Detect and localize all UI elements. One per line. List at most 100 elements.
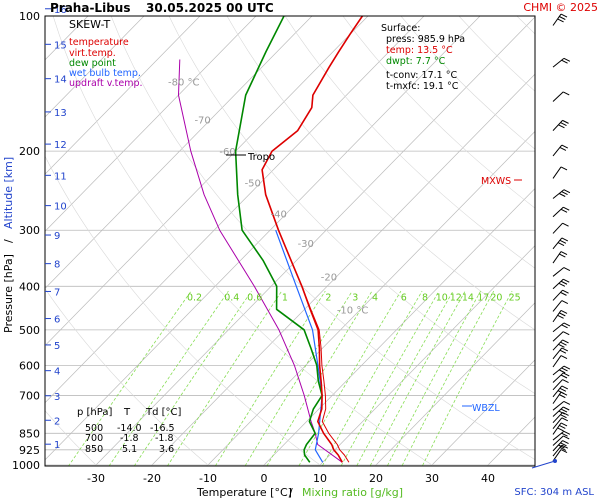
wind-barb bbox=[552, 166, 568, 179]
wind-barb bbox=[552, 222, 569, 234]
mixing-ratio-label: 0.4 bbox=[224, 292, 239, 303]
wind-barb-flag bbox=[561, 300, 569, 305]
wind-barb-flag bbox=[563, 435, 570, 440]
wind-barb bbox=[552, 322, 571, 333]
wind-barb-flag bbox=[558, 124, 565, 129]
wind-barb-flag bbox=[561, 385, 569, 390]
dry-adiabat-line bbox=[45, 288, 210, 466]
isotherm-line bbox=[94, 16, 535, 466]
surface-info: Surface: press: 985.9 hPa temp: 13.5 °C … bbox=[381, 23, 465, 92]
isotherm-line bbox=[430, 359, 535, 466]
surface-t-mxfc: t-mxfc: 19.1 °C bbox=[386, 81, 459, 92]
wind-barb-staff bbox=[552, 339, 563, 351]
mixing-ratio-line bbox=[401, 290, 495, 466]
wind-barb-staff bbox=[552, 417, 563, 429]
altitude-tick-label: 7 bbox=[54, 287, 60, 298]
table-cell: 5.1 bbox=[122, 444, 137, 455]
altitude-tick-label: 3 bbox=[54, 392, 60, 403]
isotherm-label: -70 bbox=[194, 115, 210, 126]
mixing-ratio-label: 12 bbox=[450, 292, 462, 303]
wind-barb-flag bbox=[559, 447, 567, 451]
isotherm-line bbox=[206, 130, 535, 466]
isotherm-line bbox=[45, 16, 257, 232]
wind-barb-flag bbox=[560, 355, 568, 359]
surface-temp: temp: 13.5 °C bbox=[386, 45, 453, 56]
mixing-ratio-line bbox=[266, 290, 373, 466]
wind-barb-flag bbox=[560, 408, 568, 413]
altitude-tick-label: 12 bbox=[54, 140, 67, 151]
mixing-ratio-line bbox=[244, 290, 353, 466]
x-axis-title-mixing: Mixing ratio [g/kg] bbox=[302, 486, 403, 499]
wind-barb-flag bbox=[563, 267, 571, 271]
wind-barb-staff bbox=[552, 310, 562, 323]
mixing-ratio-line bbox=[298, 290, 402, 466]
wind-barb-staff bbox=[552, 144, 563, 157]
wind-barb bbox=[552, 372, 570, 383]
wind-barb-flag bbox=[563, 331, 570, 336]
altitude-tick-label: 8 bbox=[54, 260, 60, 271]
mixing-ratio-label: 17 bbox=[477, 292, 489, 303]
wind-barb bbox=[552, 444, 569, 457]
y-axis-title-pressure: Pressure [hPa] bbox=[2, 254, 15, 333]
wind-barb-staff bbox=[552, 278, 564, 290]
wind-barb-flag bbox=[559, 349, 567, 354]
wind-barb-staff bbox=[552, 400, 565, 411]
wind-barb-staff bbox=[552, 237, 563, 250]
wind-barb-flag bbox=[563, 91, 570, 96]
wind-barb bbox=[552, 237, 569, 250]
wind-barb-flag bbox=[558, 444, 565, 449]
y-axis-title-altitude: Altitude [km] bbox=[2, 157, 15, 229]
pressure-tick-label: 100 bbox=[19, 10, 40, 23]
wind-barb bbox=[552, 435, 570, 446]
table-cell: 850 bbox=[85, 444, 103, 455]
station-title: Praha-Libus bbox=[50, 1, 130, 15]
mixing-ratio-label: 20 bbox=[490, 292, 502, 303]
mixing-ratio-line bbox=[340, 290, 440, 466]
wind-barb bbox=[552, 331, 570, 342]
mixing-ratio-label: 14 bbox=[462, 292, 474, 303]
wind-barb-staff bbox=[552, 166, 562, 179]
pressure-tick-label: 500 bbox=[19, 324, 40, 337]
x-axis-title-temperature: Temperature [°C] bbox=[196, 486, 292, 499]
sfc-label: SFC: 304 m ASL bbox=[514, 487, 594, 498]
wind-barb-staff bbox=[552, 391, 562, 404]
wind-barb bbox=[552, 278, 570, 290]
isotherm-line bbox=[45, 16, 481, 461]
legend-item-updraft: updraft v.temp. bbox=[69, 78, 143, 89]
isotherm-label: -40 bbox=[271, 209, 287, 220]
wind-barb bbox=[552, 430, 571, 441]
wind-barb bbox=[552, 144, 569, 157]
dewpoint-series-line bbox=[234, 16, 323, 463]
altitude-tick-label: 13 bbox=[54, 108, 67, 119]
mixing-ratio-label: 0.2 bbox=[187, 292, 202, 303]
wind-barb-flag bbox=[558, 282, 566, 287]
wind-barb bbox=[552, 440, 569, 452]
wind-barb-flag bbox=[561, 417, 569, 422]
mixing-ratio-label: 6 bbox=[401, 292, 407, 303]
wind-barb-flag bbox=[560, 414, 567, 419]
wind-barb-flag bbox=[560, 122, 567, 127]
datetime-title: 30.05.2025 00 UTC bbox=[146, 1, 274, 15]
mixing-ratio-label: 25 bbox=[509, 292, 521, 303]
wind-barb-flag bbox=[563, 322, 571, 327]
wind-barb-flag bbox=[561, 347, 569, 352]
mixing-ratio-line bbox=[356, 290, 454, 466]
wind-barb-staff bbox=[552, 120, 563, 131]
wind-barb-staff bbox=[552, 406, 564, 417]
altitude-tick-label: 1 bbox=[54, 440, 60, 451]
dry-adiabat-line bbox=[284, 16, 535, 269]
mixing-ratio-line bbox=[321, 290, 423, 466]
isotherm-line bbox=[45, 16, 369, 347]
mixing-ratio-line bbox=[386, 290, 481, 466]
wind-barb-flag bbox=[560, 449, 568, 454]
wind-barb-flag bbox=[560, 280, 568, 285]
pressure-tick-label: 700 bbox=[19, 389, 40, 402]
mixing-ratio-label: 4 bbox=[372, 292, 378, 303]
wind-barb-flag bbox=[560, 422, 568, 427]
table-cell: -1.8 bbox=[120, 433, 139, 444]
temperature-tick-label: -20 bbox=[143, 472, 161, 485]
wind-barb-flag bbox=[558, 410, 566, 415]
wind-barb-flag bbox=[562, 222, 569, 227]
mixing-ratio-label: 8 bbox=[422, 292, 428, 303]
wind-barb-flag bbox=[562, 339, 569, 344]
